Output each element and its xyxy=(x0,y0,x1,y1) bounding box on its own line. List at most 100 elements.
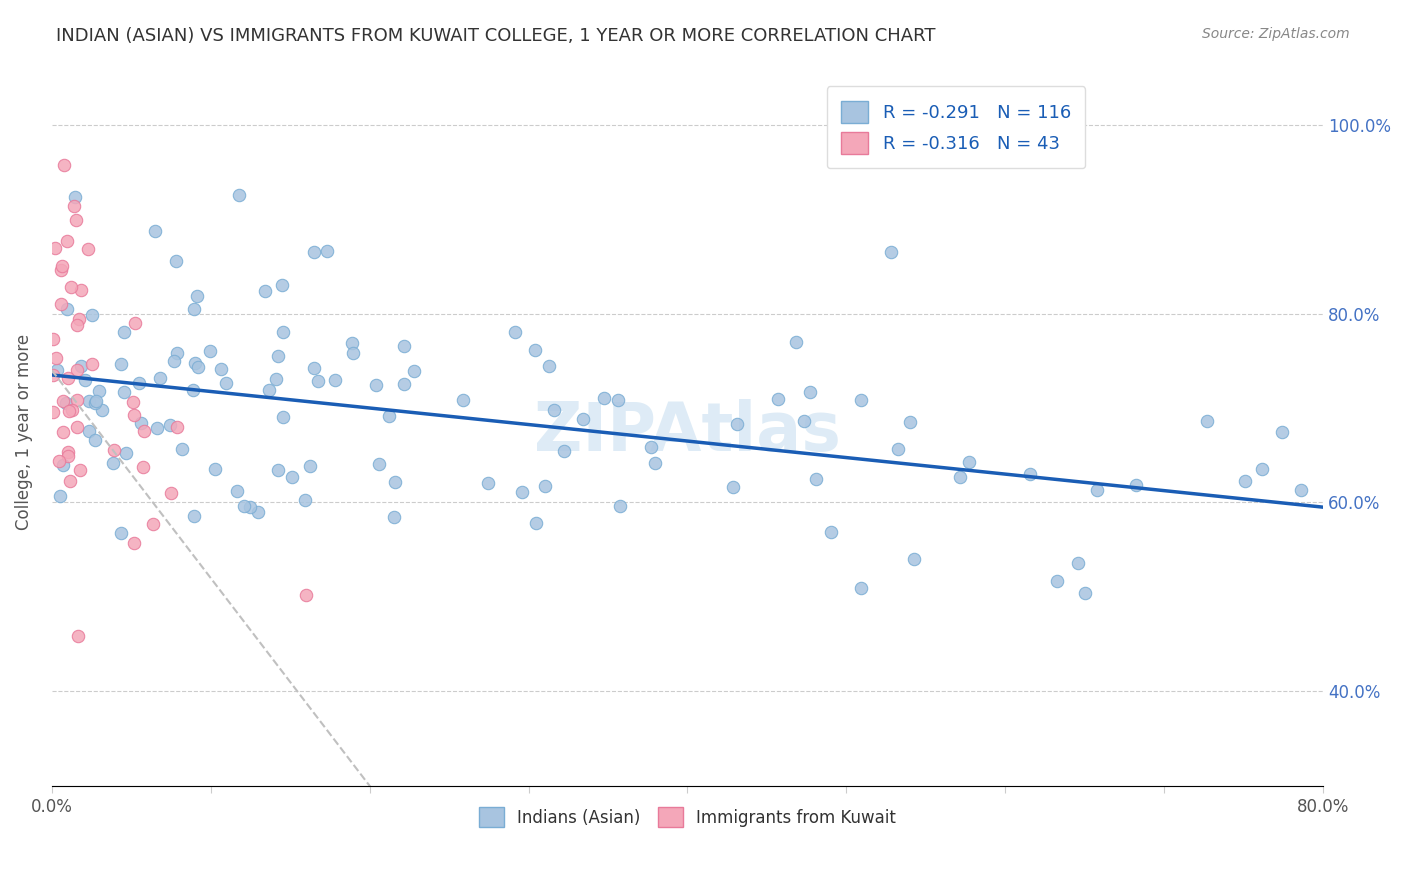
Point xyxy=(1271,425,1294,439)
Point xyxy=(503,325,526,339)
Point xyxy=(115,446,138,460)
Point xyxy=(1018,467,1040,482)
Point xyxy=(132,460,155,475)
Point xyxy=(267,349,290,363)
Point xyxy=(804,472,827,486)
Point xyxy=(239,500,262,515)
Point xyxy=(644,456,666,470)
Point xyxy=(58,404,80,418)
Point xyxy=(640,440,662,454)
Point xyxy=(366,378,388,392)
Point xyxy=(880,244,903,259)
Point xyxy=(66,629,89,643)
Point xyxy=(553,443,575,458)
Point xyxy=(124,408,146,422)
Point xyxy=(392,339,415,353)
Point xyxy=(323,373,346,387)
Point xyxy=(60,403,83,417)
Point xyxy=(91,403,114,417)
Point xyxy=(342,346,364,360)
Point xyxy=(103,443,125,458)
Point xyxy=(510,485,533,500)
Point xyxy=(52,393,75,408)
Point xyxy=(181,383,204,397)
Point xyxy=(281,470,304,484)
Point xyxy=(198,343,221,358)
Point xyxy=(215,376,238,391)
Point xyxy=(295,588,318,602)
Point xyxy=(572,411,595,425)
Point xyxy=(316,244,339,258)
Point xyxy=(257,384,280,398)
Point xyxy=(851,392,873,407)
Point xyxy=(184,356,207,370)
Point xyxy=(159,417,181,432)
Point xyxy=(58,450,80,464)
Point xyxy=(949,470,972,484)
Point xyxy=(51,259,73,273)
Point xyxy=(84,394,107,409)
Point xyxy=(294,492,316,507)
Point xyxy=(1234,474,1257,488)
Point xyxy=(538,359,561,374)
Point xyxy=(122,535,145,549)
Point xyxy=(67,312,90,326)
Point xyxy=(1067,556,1090,570)
Point xyxy=(1289,483,1312,497)
Point xyxy=(110,358,132,372)
Point xyxy=(49,297,72,311)
Point xyxy=(898,415,921,429)
Point xyxy=(128,376,150,390)
Point xyxy=(166,419,188,434)
Point xyxy=(77,424,100,438)
Point xyxy=(785,334,807,349)
Point xyxy=(186,288,208,302)
Point xyxy=(368,457,391,471)
Point xyxy=(957,455,980,469)
Point xyxy=(82,308,104,322)
Point xyxy=(477,475,499,490)
Point xyxy=(725,417,748,432)
Text: ZIPAtlas: ZIPAtlas xyxy=(534,399,841,465)
Point xyxy=(145,421,167,435)
Point xyxy=(299,459,322,474)
Point xyxy=(56,445,79,459)
Point xyxy=(66,420,89,434)
Point xyxy=(721,480,744,494)
Point xyxy=(124,316,146,330)
Point xyxy=(42,332,65,346)
Point xyxy=(112,384,135,399)
Point xyxy=(267,463,290,477)
Point xyxy=(49,489,72,503)
Point xyxy=(302,361,325,376)
Point xyxy=(766,392,789,407)
Point xyxy=(143,224,166,238)
Point xyxy=(163,353,186,368)
Point xyxy=(45,363,67,377)
Point xyxy=(77,393,100,408)
Point xyxy=(160,485,183,500)
Point xyxy=(302,244,325,259)
Point xyxy=(271,277,294,292)
Point xyxy=(402,364,425,378)
Point xyxy=(247,505,270,519)
Text: Source: ZipAtlas.com: Source: ZipAtlas.com xyxy=(1202,27,1350,41)
Text: INDIAN (ASIAN) VS IMMIGRANTS FROM KUWAIT COLLEGE, 1 YEAR OR MORE CORRELATION CHA: INDIAN (ASIAN) VS IMMIGRANTS FROM KUWAIT… xyxy=(56,27,936,45)
Point xyxy=(225,483,247,498)
Point xyxy=(534,479,557,493)
Point xyxy=(69,463,91,477)
Point xyxy=(59,475,82,489)
Point xyxy=(63,190,86,204)
Point xyxy=(254,284,277,298)
Point xyxy=(903,551,925,566)
Point xyxy=(44,241,66,255)
Point xyxy=(382,509,405,524)
Point xyxy=(307,374,329,388)
Point xyxy=(1125,478,1147,492)
Point xyxy=(271,326,294,340)
Point xyxy=(103,456,125,470)
Point xyxy=(55,234,77,248)
Point xyxy=(1195,413,1218,427)
Point xyxy=(52,425,75,439)
Point xyxy=(59,279,82,293)
